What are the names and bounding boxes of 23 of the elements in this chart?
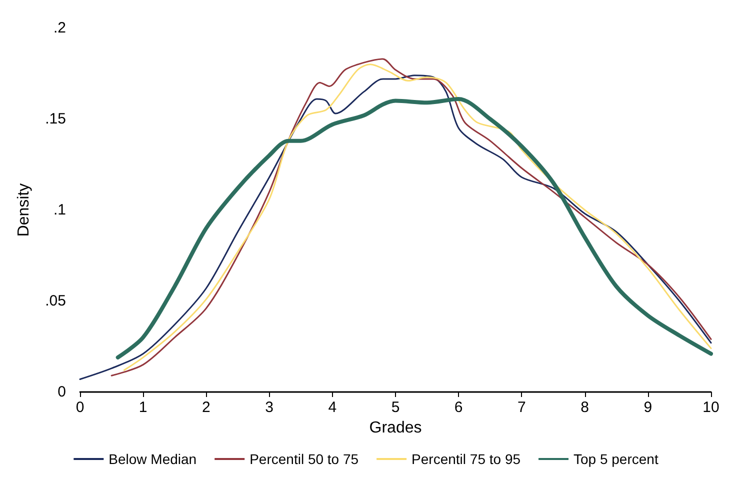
- y-tick-label: .1: [53, 202, 66, 218]
- y-tick-label: .2: [53, 20, 66, 36]
- x-tick-label: 10: [702, 399, 720, 416]
- x-tick-label: 3: [265, 399, 274, 416]
- y-tick-label: .15: [45, 110, 66, 128]
- y-tick-label: 0: [58, 384, 66, 400]
- x-tick-label: 4: [328, 399, 337, 416]
- y-tick-label: .05: [45, 292, 66, 310]
- x-tick-label: 9: [644, 399, 652, 416]
- x-axis-title: Grades: [369, 419, 422, 436]
- y-axis-title: Density: [16, 183, 32, 237]
- x-tick-label: 6: [454, 399, 463, 416]
- legend-label: Percentil 50 to 75: [250, 451, 359, 467]
- x-tick-label: 8: [580, 399, 589, 416]
- x-tick-label: 5: [391, 399, 400, 416]
- x-tick-label: 7: [518, 399, 526, 416]
- x-tick-label: 1: [138, 399, 148, 416]
- legend-label: Below Median: [108, 451, 197, 467]
- line-series: [116, 96, 713, 360]
- x-tick-label: 2: [202, 399, 210, 416]
- legend-label: Percentil 75 to 95: [412, 451, 521, 467]
- x-tick-label: 0: [76, 399, 84, 416]
- legend-label: Top 5 percent: [574, 451, 658, 467]
